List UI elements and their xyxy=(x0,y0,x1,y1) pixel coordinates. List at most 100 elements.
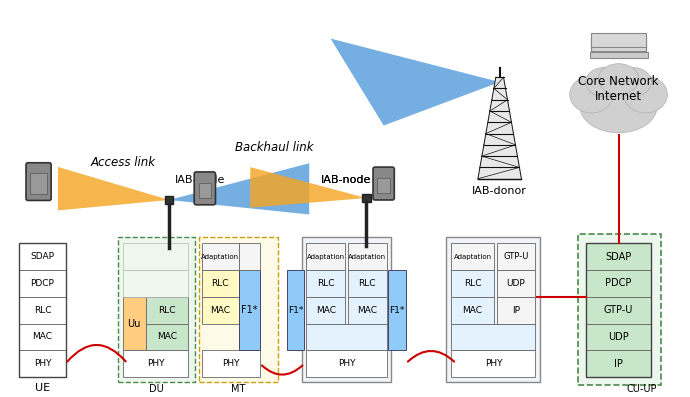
Bar xyxy=(586,297,651,324)
Bar xyxy=(287,270,304,350)
Text: MAC: MAC xyxy=(357,306,377,315)
Text: Access link: Access link xyxy=(90,156,155,169)
Text: PHY: PHY xyxy=(222,359,239,368)
Bar xyxy=(306,297,345,324)
Bar xyxy=(377,178,390,193)
Bar xyxy=(451,350,535,377)
Bar xyxy=(123,350,188,377)
Bar xyxy=(586,324,651,350)
Bar xyxy=(202,270,239,297)
Bar xyxy=(19,297,66,324)
Text: UDP: UDP xyxy=(506,279,526,288)
Text: RLC: RLC xyxy=(464,279,482,288)
Bar xyxy=(497,243,535,270)
Bar xyxy=(306,324,386,350)
Bar xyxy=(199,183,211,198)
Bar xyxy=(30,173,47,194)
Text: F1*: F1* xyxy=(390,306,405,315)
Text: RLC: RLC xyxy=(359,279,376,288)
Polygon shape xyxy=(478,77,522,179)
Text: RLC: RLC xyxy=(212,279,229,288)
Bar xyxy=(202,297,239,324)
FancyBboxPatch shape xyxy=(591,37,646,51)
Bar xyxy=(348,270,386,297)
Bar xyxy=(348,297,386,324)
Bar xyxy=(306,243,345,270)
Bar xyxy=(302,237,391,382)
Text: MAC: MAC xyxy=(157,332,177,341)
Text: Adaptation: Adaptation xyxy=(201,254,239,260)
Text: MAC: MAC xyxy=(315,306,335,315)
Ellipse shape xyxy=(624,76,667,113)
Bar xyxy=(146,297,188,324)
Text: Adaptation: Adaptation xyxy=(306,254,345,260)
Text: PHY: PHY xyxy=(484,359,502,368)
FancyBboxPatch shape xyxy=(591,33,646,47)
Bar xyxy=(586,243,651,377)
Polygon shape xyxy=(169,163,309,214)
Text: IAB-node: IAB-node xyxy=(175,175,225,185)
Bar xyxy=(123,270,188,297)
Bar xyxy=(586,270,651,297)
Text: Core Network
Internet: Core Network Internet xyxy=(578,75,659,103)
Text: SDAP: SDAP xyxy=(30,252,55,261)
Bar xyxy=(451,243,494,270)
Bar xyxy=(202,350,260,377)
Text: DU: DU xyxy=(149,384,164,394)
Text: PHY: PHY xyxy=(337,359,355,368)
Bar xyxy=(306,350,386,377)
Polygon shape xyxy=(250,167,366,208)
Text: F1*: F1* xyxy=(241,305,257,315)
Bar xyxy=(388,270,406,350)
Polygon shape xyxy=(58,167,169,210)
Bar xyxy=(19,243,66,377)
Bar xyxy=(19,350,66,377)
Text: SDAP: SDAP xyxy=(605,252,631,262)
Bar xyxy=(586,243,651,270)
Bar xyxy=(19,243,66,270)
Text: RLC: RLC xyxy=(317,279,335,288)
Bar xyxy=(497,270,535,297)
Ellipse shape xyxy=(570,76,613,113)
Ellipse shape xyxy=(586,67,622,96)
FancyBboxPatch shape xyxy=(26,163,51,200)
Text: MT: MT xyxy=(231,384,246,394)
Polygon shape xyxy=(331,39,500,125)
Text: PHY: PHY xyxy=(147,359,164,368)
Text: Uu: Uu xyxy=(128,318,141,328)
Text: PDCP: PDCP xyxy=(605,278,632,289)
Bar xyxy=(362,194,371,202)
FancyBboxPatch shape xyxy=(118,237,195,382)
Bar xyxy=(586,350,651,377)
Bar xyxy=(19,324,66,350)
Ellipse shape xyxy=(580,80,657,133)
Text: PDCP: PDCP xyxy=(30,279,55,288)
Bar xyxy=(239,243,260,270)
Bar xyxy=(348,243,386,270)
FancyBboxPatch shape xyxy=(199,237,278,382)
FancyBboxPatch shape xyxy=(194,172,215,205)
Bar xyxy=(451,270,494,297)
FancyBboxPatch shape xyxy=(578,234,661,385)
Bar xyxy=(497,297,535,324)
Text: F1*: F1* xyxy=(288,306,304,315)
Text: IAB-node: IAB-node xyxy=(322,175,372,185)
Text: MAC: MAC xyxy=(462,306,482,315)
Text: Backhaul link: Backhaul link xyxy=(235,141,314,154)
Bar xyxy=(306,270,345,297)
Bar xyxy=(123,243,188,270)
Text: Adaptation: Adaptation xyxy=(348,254,386,260)
Text: IAB-donor: IAB-donor xyxy=(472,187,527,197)
Text: MAC: MAC xyxy=(210,306,230,315)
FancyBboxPatch shape xyxy=(589,52,647,58)
Bar xyxy=(19,270,66,297)
Text: IAB-node: IAB-node xyxy=(322,175,372,185)
Text: UDP: UDP xyxy=(608,332,629,342)
Text: IP: IP xyxy=(614,358,623,368)
Text: UE: UE xyxy=(35,383,50,393)
Bar xyxy=(165,196,173,204)
FancyBboxPatch shape xyxy=(373,167,394,200)
Bar xyxy=(202,243,239,270)
Text: GTP-U: GTP-U xyxy=(504,252,529,261)
Text: UE: UE xyxy=(31,185,46,195)
